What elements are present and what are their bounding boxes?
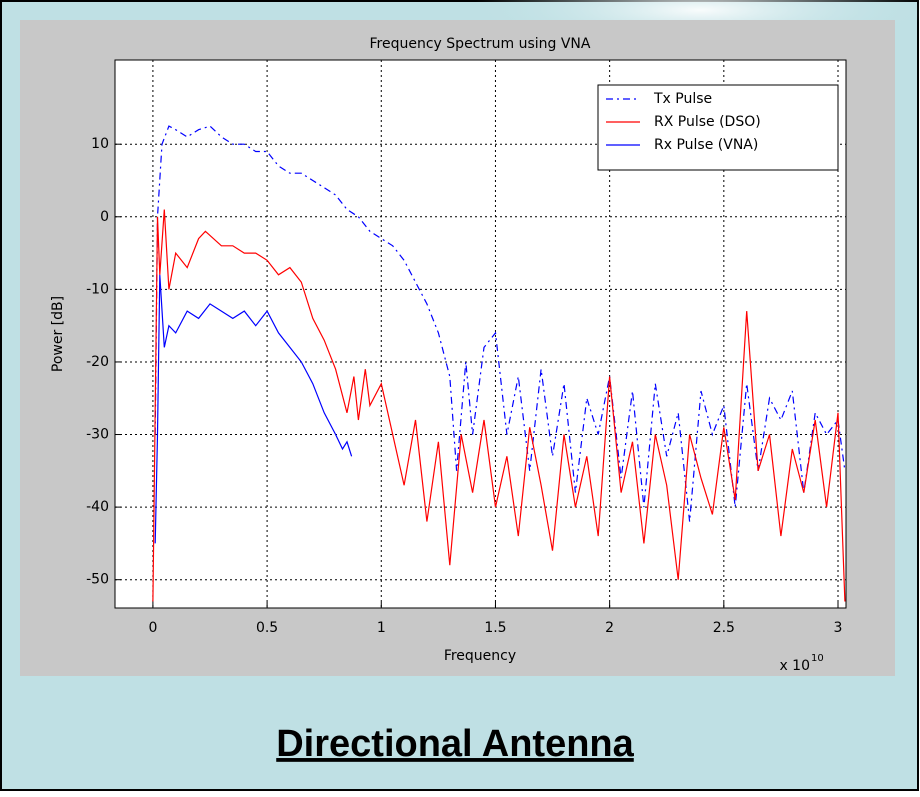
chart-title: Frequency Spectrum using VNA xyxy=(370,36,591,52)
y-axis-label: Power [dB] xyxy=(50,296,66,372)
y-tick-label: 0 xyxy=(100,209,109,225)
x-offset-exponent: 10 xyxy=(811,653,824,664)
series-line xyxy=(154,125,846,522)
x-tick-label: 0 xyxy=(148,620,157,636)
y-tick-label: -40 xyxy=(86,499,109,515)
series-line xyxy=(152,209,846,602)
x-tick-label: 1.5 xyxy=(484,620,506,636)
legend-label: Tx Pulse xyxy=(653,91,712,107)
legend-label: RX Pulse (DSO) xyxy=(654,114,761,130)
x-tick-label: 3 xyxy=(834,620,843,636)
x-tick-label: 2.5 xyxy=(713,620,735,636)
x-tick-label: 0.5 xyxy=(256,620,278,636)
x-tick-label: 2 xyxy=(605,620,614,636)
y-tick-label: -30 xyxy=(86,427,109,443)
y-tick-label: 10 xyxy=(91,136,109,152)
x-offset-text: x 10 xyxy=(779,658,810,674)
axes-box xyxy=(114,59,847,609)
x-tick-label: 1 xyxy=(377,620,386,636)
y-tick-label: -10 xyxy=(86,281,109,297)
caption: Directional Antenna xyxy=(276,723,634,765)
legend-label: Rx Pulse (VNA) xyxy=(654,137,758,153)
y-tick-label: -50 xyxy=(86,572,109,588)
series-line xyxy=(154,274,353,544)
y-tick-label: -20 xyxy=(86,354,109,370)
legend-box xyxy=(597,84,839,171)
plot xyxy=(115,60,846,608)
x-axis-label: Frequency xyxy=(444,648,516,664)
